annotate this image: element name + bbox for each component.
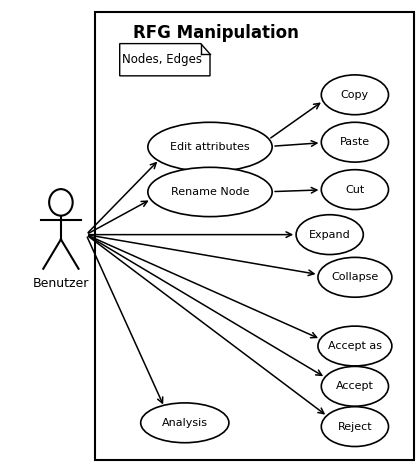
Ellipse shape <box>321 407 388 447</box>
Ellipse shape <box>318 257 392 297</box>
Ellipse shape <box>321 122 388 162</box>
Ellipse shape <box>321 366 388 406</box>
Ellipse shape <box>148 167 272 217</box>
Text: Expand: Expand <box>309 229 351 240</box>
Ellipse shape <box>141 403 229 443</box>
Ellipse shape <box>321 170 388 210</box>
Ellipse shape <box>296 215 363 255</box>
Polygon shape <box>120 44 210 76</box>
Text: Edit attributes: Edit attributes <box>170 142 250 152</box>
Text: Collapse: Collapse <box>331 272 378 283</box>
Text: Cut: Cut <box>345 184 365 195</box>
Text: Benutzer: Benutzer <box>33 277 89 290</box>
Text: Copy: Copy <box>341 90 369 100</box>
Text: Rename Node: Rename Node <box>171 187 249 197</box>
Bar <box>94 12 414 460</box>
Ellipse shape <box>318 326 392 366</box>
Text: Analysis: Analysis <box>162 418 208 428</box>
Text: Reject: Reject <box>338 421 372 432</box>
Text: RFG Manipulation: RFG Manipulation <box>133 24 299 42</box>
Text: Paste: Paste <box>340 137 370 147</box>
Text: Accept: Accept <box>336 381 374 392</box>
Ellipse shape <box>321 75 388 115</box>
Text: Nodes, Edges: Nodes, Edges <box>122 53 202 66</box>
Text: Accept as: Accept as <box>328 341 382 351</box>
Ellipse shape <box>148 122 272 172</box>
